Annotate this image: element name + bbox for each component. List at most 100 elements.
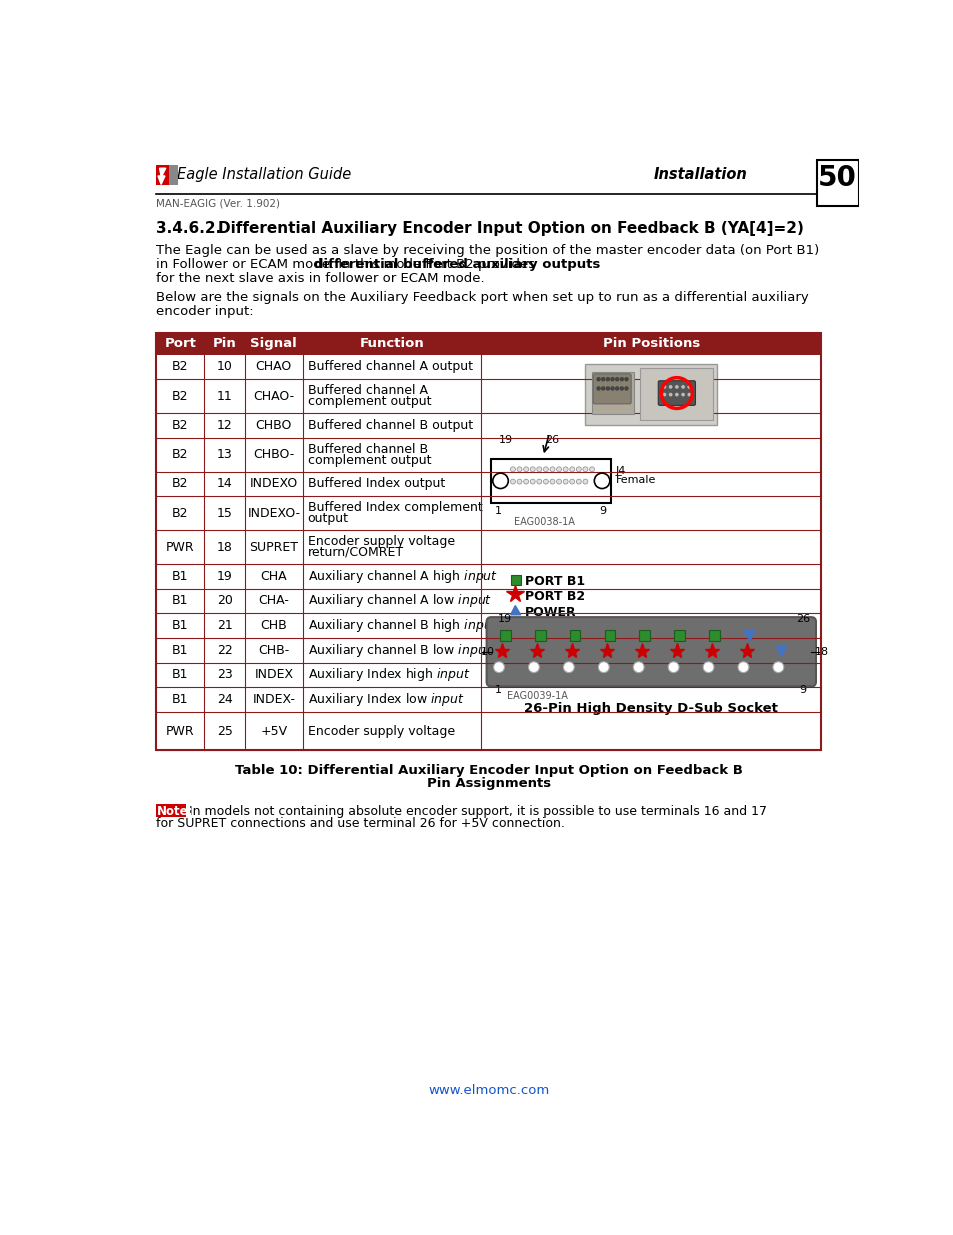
Text: Pin: Pin <box>213 337 236 350</box>
Text: 50: 50 <box>818 163 856 191</box>
Text: 26: 26 <box>545 436 559 446</box>
Text: Below are the signals on the Auxiliary Feedback port when set up to run as a dif: Below are the signals on the Auxiliary F… <box>156 290 808 304</box>
Text: encoder input:: encoder input: <box>156 305 253 317</box>
Text: Installation: Installation <box>654 168 747 183</box>
Text: in Follower or ECAM mode. In this mode Port B2 provides: in Follower or ECAM mode. In this mode P… <box>156 258 539 272</box>
Text: B1: B1 <box>172 693 189 706</box>
Text: CHAO-: CHAO- <box>253 389 294 403</box>
Circle shape <box>681 394 683 395</box>
Circle shape <box>543 479 548 484</box>
FancyBboxPatch shape <box>658 380 695 405</box>
Text: 3.4.6.2.: 3.4.6.2. <box>156 221 221 236</box>
Circle shape <box>528 662 538 673</box>
Bar <box>156 614 821 638</box>
Text: B2: B2 <box>172 419 189 432</box>
Circle shape <box>576 479 580 484</box>
Text: Encoder supply voltage: Encoder supply voltage <box>307 725 455 737</box>
Circle shape <box>601 378 604 380</box>
Bar <box>156 333 821 354</box>
Text: SUPRET: SUPRET <box>249 541 298 553</box>
Text: CHB: CHB <box>260 619 287 632</box>
Text: B2: B2 <box>172 361 189 373</box>
Text: B1: B1 <box>172 619 189 632</box>
Circle shape <box>510 467 515 472</box>
Text: 22: 22 <box>216 643 233 657</box>
Circle shape <box>675 394 678 395</box>
Bar <box>491 458 611 503</box>
Circle shape <box>624 387 627 390</box>
Text: Auxiliary channel B high $\mathit{input}$: Auxiliary channel B high $\mathit{input}… <box>307 618 497 634</box>
Circle shape <box>687 394 690 395</box>
Text: B2: B2 <box>172 478 189 490</box>
Circle shape <box>633 662 643 673</box>
Circle shape <box>569 479 574 484</box>
Circle shape <box>772 662 783 673</box>
Circle shape <box>610 387 614 390</box>
Polygon shape <box>510 605 520 615</box>
Text: complement output: complement output <box>307 395 431 408</box>
Text: J4: J4 <box>616 466 626 477</box>
Bar <box>639 368 713 420</box>
Circle shape <box>738 662 748 673</box>
Text: return/COMRET: return/COMRET <box>307 546 403 559</box>
Bar <box>156 496 821 530</box>
Text: Pin Positions: Pin Positions <box>602 337 700 350</box>
Circle shape <box>576 467 580 472</box>
Text: MAN-EAGIG (Ver. 1.902): MAN-EAGIG (Ver. 1.902) <box>156 199 280 209</box>
Text: CHBO-: CHBO- <box>253 448 294 461</box>
Bar <box>156 379 821 412</box>
Text: 26: 26 <box>795 614 809 624</box>
Text: INDEX-: INDEX- <box>253 693 295 706</box>
Bar <box>534 630 545 641</box>
Text: Auxiliary channel A low $\mathit{input}$: Auxiliary channel A low $\mathit{input}$ <box>307 593 492 609</box>
Polygon shape <box>775 646 786 656</box>
Circle shape <box>681 385 683 388</box>
Circle shape <box>537 467 541 472</box>
Text: B1: B1 <box>172 594 189 608</box>
Circle shape <box>543 467 548 472</box>
FancyBboxPatch shape <box>486 618 815 687</box>
Circle shape <box>615 387 618 390</box>
Text: 19: 19 <box>498 436 513 446</box>
Bar <box>156 437 821 472</box>
Circle shape <box>493 662 504 673</box>
Circle shape <box>669 394 671 395</box>
Polygon shape <box>743 630 754 641</box>
Text: Buffered channel B: Buffered channel B <box>307 443 427 456</box>
Text: 24: 24 <box>216 693 233 706</box>
Bar <box>156 354 821 379</box>
Circle shape <box>563 662 574 673</box>
Text: Encoder supply voltage: Encoder supply voltage <box>307 535 455 548</box>
Circle shape <box>619 387 622 390</box>
Text: Note:: Note: <box>157 805 193 818</box>
Text: differential buffered auxiliary outputs: differential buffered auxiliary outputs <box>314 258 600 272</box>
Circle shape <box>606 387 609 390</box>
Text: 23: 23 <box>216 668 233 682</box>
Circle shape <box>556 479 561 484</box>
Text: B1: B1 <box>172 569 189 583</box>
Text: Buffered Index output: Buffered Index output <box>307 478 444 490</box>
Circle shape <box>601 387 604 390</box>
Text: Differential Auxiliary Encoder Input Option on Feedback B (YA[4]=2): Differential Auxiliary Encoder Input Opt… <box>218 221 803 236</box>
Bar <box>156 638 821 662</box>
Circle shape <box>550 467 555 472</box>
Text: B1: B1 <box>172 643 189 657</box>
Bar <box>591 372 634 414</box>
Text: Buffered Index complement: Buffered Index complement <box>307 501 482 514</box>
Text: Eagle Installation Guide: Eagle Installation Guide <box>177 168 352 183</box>
Text: B1: B1 <box>172 668 189 682</box>
Text: 10: 10 <box>480 647 494 657</box>
Text: CHA: CHA <box>260 569 287 583</box>
Circle shape <box>702 662 713 673</box>
Text: Buffered channel A: Buffered channel A <box>307 384 427 398</box>
Circle shape <box>550 479 555 484</box>
Circle shape <box>687 385 690 388</box>
Circle shape <box>667 662 679 673</box>
Circle shape <box>624 378 627 380</box>
Circle shape <box>669 385 671 388</box>
FancyBboxPatch shape <box>593 374 631 404</box>
Circle shape <box>594 473 609 489</box>
Text: 18: 18 <box>216 541 233 553</box>
Circle shape <box>569 467 574 472</box>
Text: 14: 14 <box>216 478 233 490</box>
